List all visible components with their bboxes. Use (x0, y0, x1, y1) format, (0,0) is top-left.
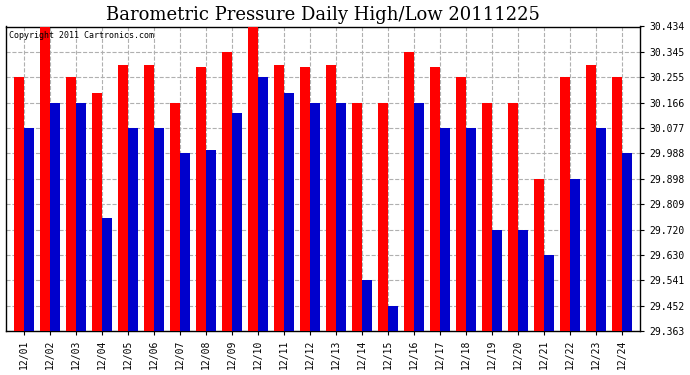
Bar (560, 77, 570, 331)
Bar (456, 77, 466, 331)
Bar (102, 218, 112, 331)
Bar (232, 113, 241, 331)
Bar (596, 128, 606, 331)
Bar (92, 93, 102, 331)
Bar (76, 103, 86, 331)
Bar (258, 77, 268, 331)
Bar (586, 64, 596, 331)
Bar (570, 179, 580, 331)
Bar (66, 77, 76, 331)
Bar (128, 128, 138, 331)
Title: Barometric Pressure Daily High/Low 20111225: Barometric Pressure Daily High/Low 20111… (106, 6, 540, 24)
Bar (300, 68, 310, 331)
Bar (284, 93, 294, 331)
Bar (336, 103, 346, 331)
Text: Copyright 2011 Cartronics.com: Copyright 2011 Cartronics.com (9, 31, 154, 40)
Bar (388, 306, 397, 331)
Bar (518, 230, 528, 331)
Bar (326, 64, 336, 331)
Bar (414, 103, 424, 331)
Bar (248, 27, 258, 331)
Bar (180, 153, 190, 331)
Bar (404, 52, 414, 331)
Bar (430, 68, 440, 331)
Bar (23, 128, 34, 331)
Bar (440, 128, 450, 331)
Bar (206, 150, 216, 331)
Bar (144, 64, 154, 331)
Bar (170, 103, 180, 331)
Bar (154, 128, 164, 331)
Bar (352, 103, 362, 331)
Bar (14, 77, 23, 331)
Bar (222, 52, 232, 331)
Bar (50, 103, 59, 331)
Bar (622, 153, 632, 331)
Bar (492, 230, 502, 331)
Bar (40, 27, 50, 331)
Bar (378, 103, 388, 331)
Bar (508, 103, 518, 331)
Bar (612, 77, 622, 331)
Bar (274, 64, 284, 331)
Bar (196, 68, 206, 331)
Bar (466, 128, 476, 331)
Bar (310, 103, 319, 331)
Bar (534, 179, 544, 331)
Bar (544, 255, 554, 331)
Bar (362, 280, 372, 331)
Bar (118, 64, 128, 331)
Bar (482, 103, 492, 331)
